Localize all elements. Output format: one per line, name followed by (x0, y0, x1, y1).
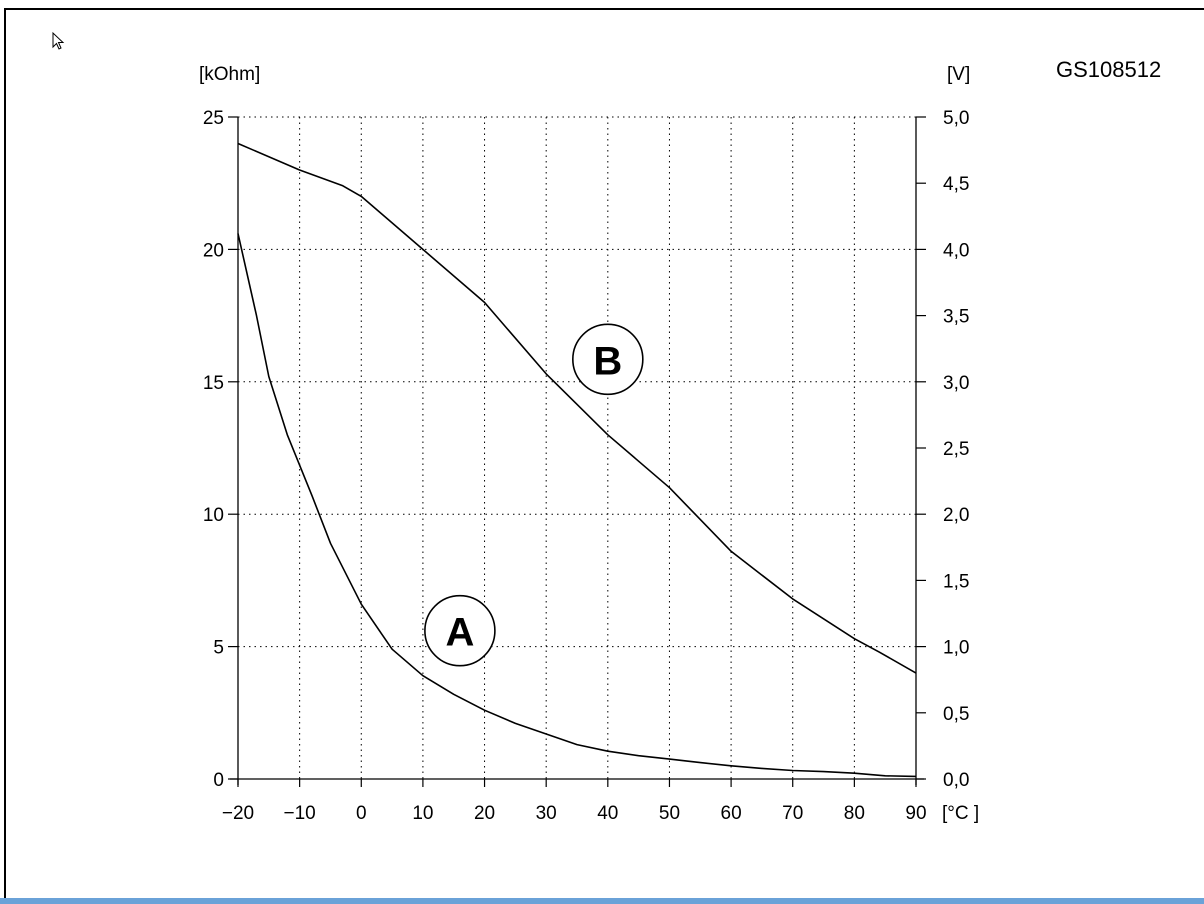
right-tick-label: 0,5 (943, 704, 969, 725)
series-line-a (237, 233, 917, 778)
series-lines (237, 142, 917, 778)
series-marker-circle-b (572, 323, 644, 396)
x-tick-label: −20 (222, 803, 254, 824)
left-tick-label: 25 (203, 108, 224, 129)
x-tick-label: 0 (356, 803, 367, 824)
grid (238, 116, 916, 779)
left-tick-label: 15 (203, 373, 224, 394)
right-tick-label: 1,5 (943, 571, 969, 592)
right-tick-label: 3,0 (943, 373, 969, 394)
right-tick-label: 4,5 (943, 174, 969, 195)
right-tick-label: 2,5 (943, 439, 969, 460)
x-tick-label: 50 (659, 803, 680, 824)
right-tick-label: 1,0 (943, 638, 969, 659)
left-axis-unit: [kOhm] (199, 64, 260, 85)
x-tick-label: 10 (412, 803, 433, 824)
x-axis-unit: [°C ] (942, 803, 979, 824)
x-tick-label: −10 (284, 803, 316, 824)
left-tick-label: 10 (203, 505, 224, 526)
right-tick-label: 3,5 (943, 307, 969, 328)
right-axis-unit: [V] (947, 64, 970, 85)
right-tick-label: 4,0 (943, 240, 969, 261)
series-line-b (237, 142, 917, 674)
mouse-cursor-icon (52, 31, 65, 50)
left-tick-label: 20 (203, 240, 224, 261)
series-marker-label-b: B (593, 339, 622, 383)
bottom-edge-bar (0, 898, 1204, 904)
axes (228, 116, 926, 787)
x-tick-label: 90 (905, 803, 926, 824)
tick-labels: 0 5 10 15 20 25 0,0 0,5 1,0 1,5 2,0 2,5 3,0 3,5 4,0 4,5… (203, 108, 970, 824)
x-tick-label: 80 (844, 803, 865, 824)
x-tick-label: 70 (782, 803, 803, 824)
document-code: GS108512 (1056, 57, 1161, 82)
series-marker-circle-a (424, 594, 496, 667)
right-tick-label: 2,0 (943, 505, 969, 526)
x-tick-label: 20 (474, 803, 495, 824)
left-tick-label: 5 (213, 638, 224, 659)
right-tick-label: 0,0 (943, 770, 969, 791)
series-marker-label-a: A (445, 611, 474, 655)
figure-frame (4, 8, 1204, 898)
x-tick-label: 30 (536, 803, 557, 824)
right-tick-label: 5,0 (943, 108, 969, 129)
annotations: AB (424, 323, 644, 667)
left-tick-label: 0 (213, 770, 224, 791)
x-tick-label: 60 (721, 803, 742, 824)
x-tick-label: 40 (597, 803, 618, 824)
